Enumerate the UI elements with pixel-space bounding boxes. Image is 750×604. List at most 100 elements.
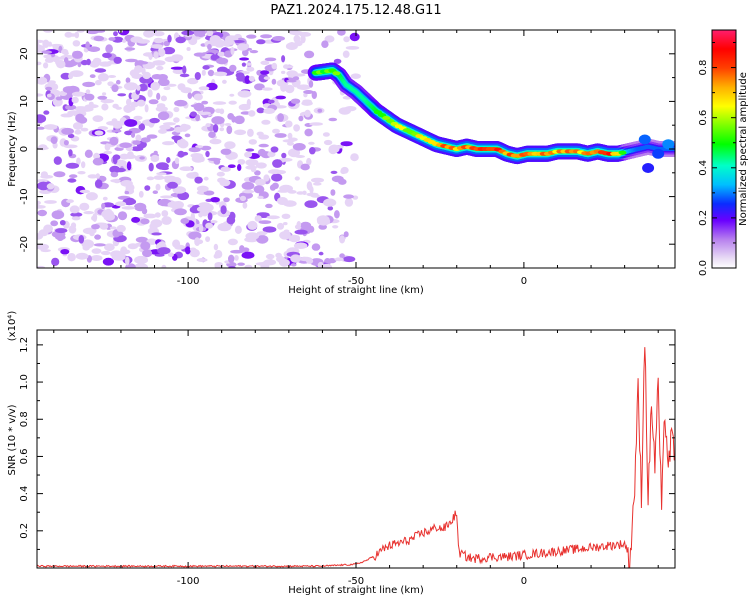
heatmap-cell: [257, 231, 268, 235]
heatmap-cell: [66, 163, 79, 169]
heatmap-cell: [247, 99, 251, 107]
heatmap-cell: [272, 79, 277, 85]
heatmap-cell: [174, 245, 185, 250]
y-tick-label: 1.0: [19, 374, 30, 390]
heatmap-cell: [317, 109, 322, 113]
heatmap-cell: [264, 259, 277, 265]
heatmap-cell: [95, 130, 104, 135]
heatmap-cell: [91, 216, 96, 221]
heatmap-cell: [63, 86, 75, 93]
heatmap-cell: [70, 205, 80, 213]
heatmap-cell: [144, 214, 157, 219]
heatmap-cell: [116, 80, 121, 85]
heatmap-cell: [237, 263, 245, 266]
heatmap-cell: [87, 152, 93, 156]
heatmap-cell: [309, 122, 323, 126]
heatmap-cell: [339, 107, 351, 114]
heatmap-cell: [238, 90, 252, 97]
heatmap-cell: [298, 116, 303, 122]
heatmap-cell: [242, 63, 246, 67]
x-tick-label: 0: [521, 276, 527, 287]
heatmap-cell: [210, 220, 217, 223]
heatmap-cell: [108, 37, 115, 41]
colorbar-tick-label: 0.8: [698, 60, 709, 76]
heatmap-cell: [178, 140, 188, 149]
heatmap-cell: [43, 55, 51, 59]
heatmap-cell: [156, 184, 161, 191]
heatmap-cell: [213, 72, 227, 77]
heatmap-cell: [221, 205, 227, 214]
heatmap-cell: [197, 240, 203, 245]
heatmap-cell: [265, 58, 277, 62]
heatmap-cell: [149, 163, 154, 172]
snr-plot-area: [37, 347, 675, 567]
heatmap-cell: [228, 255, 234, 264]
heatmap-cell: [206, 123, 211, 127]
heatmap-cell: [293, 76, 299, 80]
heatmap-cell: [341, 141, 353, 146]
heatmap-cell: [194, 53, 206, 57]
heatmap-cell: [97, 96, 107, 100]
heatmap-cell: [294, 242, 308, 249]
heatmap-cell: [226, 126, 232, 135]
heatmap-cell: [93, 115, 104, 122]
heatmap-cell: [137, 100, 146, 107]
heatmap-cell: [42, 40, 49, 48]
heatmap-cell: [199, 158, 205, 162]
heatmap-cell: [281, 153, 286, 159]
heatmap-cell: [91, 255, 103, 261]
heatmap-cell: [76, 253, 89, 260]
heatmap-cell: [90, 74, 96, 78]
heatmap-cell: [175, 37, 186, 44]
heatmap-cell: [210, 139, 222, 145]
heatmap-cell: [234, 255, 239, 261]
heatmap-cell: [332, 225, 338, 228]
y-tick-label: -20: [19, 236, 30, 252]
heatmap-cell: [134, 256, 148, 264]
heatmap-cell: [268, 100, 275, 104]
heatmap-cell: [85, 41, 90, 49]
heatmap-cell: [114, 57, 122, 64]
heatmap-cell: [110, 226, 117, 229]
heatmap-cell: [295, 155, 305, 158]
heatmap-cell: [194, 37, 200, 40]
heatmap-cell: [113, 31, 118, 36]
heatmap-cell: [343, 194, 354, 198]
heatmap-cell: [139, 191, 144, 198]
heatmap-cell: [156, 172, 166, 175]
heatmap-cell: [151, 219, 163, 227]
heatmap-cell: [86, 89, 91, 93]
heatmap-cell: [285, 121, 293, 128]
heatmap-cell: [236, 75, 246, 82]
heatmap-cell: [125, 59, 138, 62]
heatmap-cell: [219, 179, 230, 186]
heatmap-cell: [240, 196, 246, 201]
heatmap-cell: [111, 172, 119, 178]
heatmap-cell: [175, 158, 179, 165]
heatmap-cell: [249, 76, 255, 82]
heatmap-cell: [189, 147, 201, 152]
heatmap-cell: [101, 203, 105, 209]
heatmap-cell: [249, 139, 257, 145]
y-tick-label: 20: [19, 47, 30, 60]
heatmap-cell: [115, 168, 126, 172]
heatmap-cell: [245, 165, 257, 169]
heatmap-cell: [158, 48, 165, 56]
heatmap-cell: [91, 224, 100, 229]
heatmap-cell: [312, 243, 321, 250]
heatmap-cell: [45, 58, 54, 63]
heatmap-cell: [202, 70, 206, 76]
heatmap-cell: [101, 103, 108, 110]
heatmap-cell: [210, 197, 220, 202]
heatmap-cell: [47, 183, 55, 189]
heatmap-cell: [304, 129, 312, 137]
heatmap-cell: [309, 80, 313, 87]
heatmap-cell: [96, 173, 100, 178]
snr-y-label: SNR (10 * v/v): [7, 404, 18, 475]
heatmap-cell: [178, 83, 186, 90]
heatmap-cell: [113, 154, 121, 160]
heatmap-cell: [300, 35, 305, 43]
heatmap-cell: [178, 151, 185, 158]
heatmap-cell: [260, 61, 269, 65]
